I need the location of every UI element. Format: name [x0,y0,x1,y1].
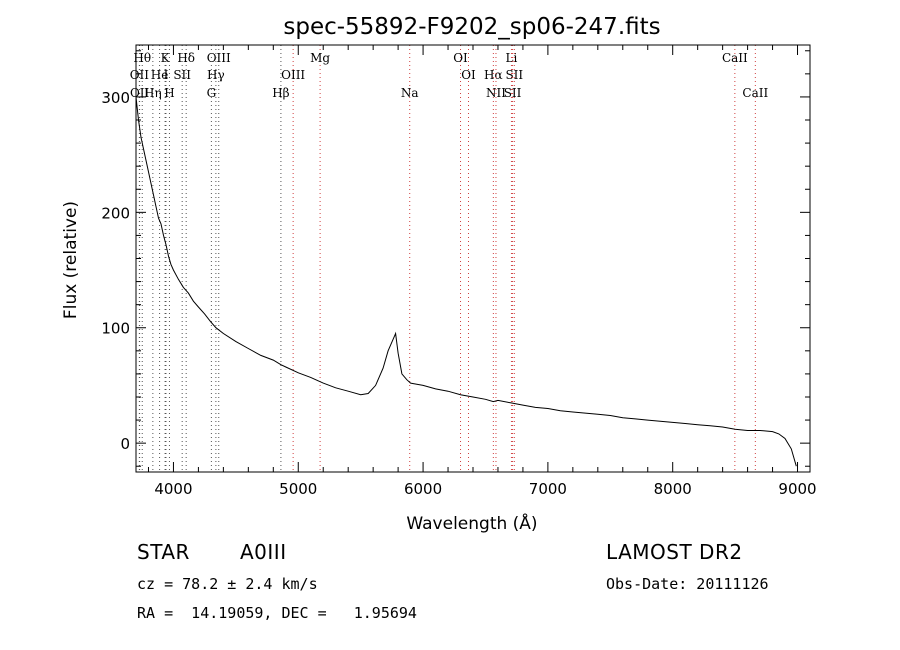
x-tick-label: 9000 [778,480,816,498]
marker-label: OI [453,51,468,65]
chart-title: spec-55892-F9202_sp06-247.fits [283,14,660,40]
object-subclass: A0III [240,540,287,564]
marker-label: SII [504,86,522,100]
marker-label: SII [505,68,523,82]
x-axis-label: Wavelength (Å) [406,512,537,534]
y-tick-label: 200 [101,204,130,222]
observation-date: Obs-Date: 20111126 [606,575,769,593]
marker-label: Hγ [207,68,225,82]
coordinates-readout: RA = 14.19059, DEC = 1.95694 [137,604,417,622]
marker-label: Hθ [133,51,151,65]
spectrum-line [135,96,797,467]
x-tick-label: 5000 [279,480,317,498]
marker-label: H [164,86,174,100]
marker-label: Hα [484,68,503,82]
x-tick-label: 7000 [529,480,567,498]
marker-label: OIII [281,68,305,82]
marker-label: Hη [144,86,162,100]
marker-label: Li [506,51,518,65]
x-tick-label: 6000 [404,480,442,498]
object-class: STAR [137,540,190,564]
marker-label: OI [461,68,476,82]
marker-label: CaII [722,51,748,65]
marker-label: Na [401,86,419,100]
marker-label: He [151,68,169,82]
y-axis-label: Flux (relative) [61,201,81,319]
marker-label: OII [130,68,150,82]
y-tick-label: 100 [101,320,130,338]
y-tick-label: 300 [101,89,130,107]
x-tick-label: 8000 [654,480,692,498]
plot-frame [135,44,811,473]
marker-label: Hδ [177,51,195,65]
marker-label: Mg [310,51,330,65]
redshift-readout: cz = 78.2 ± 2.4 km/s [137,575,318,593]
x-tick-label: 4000 [154,480,192,498]
marker-label: Hβ [272,86,289,100]
y-axis: 0 100 200 300 [101,50,810,467]
marker-label: G [207,86,217,100]
survey-name: LAMOST DR2 [606,540,743,564]
marker-label: SII [173,68,191,82]
marker-label: NII [486,86,506,100]
x-axis: 4000 5000 6000 7000 8000 9000 [147,45,817,498]
marker-label: OIII [207,51,231,65]
marker-label: I [164,68,169,82]
marker-label: CaII [742,86,768,100]
y-tick-label: 0 [120,435,130,453]
